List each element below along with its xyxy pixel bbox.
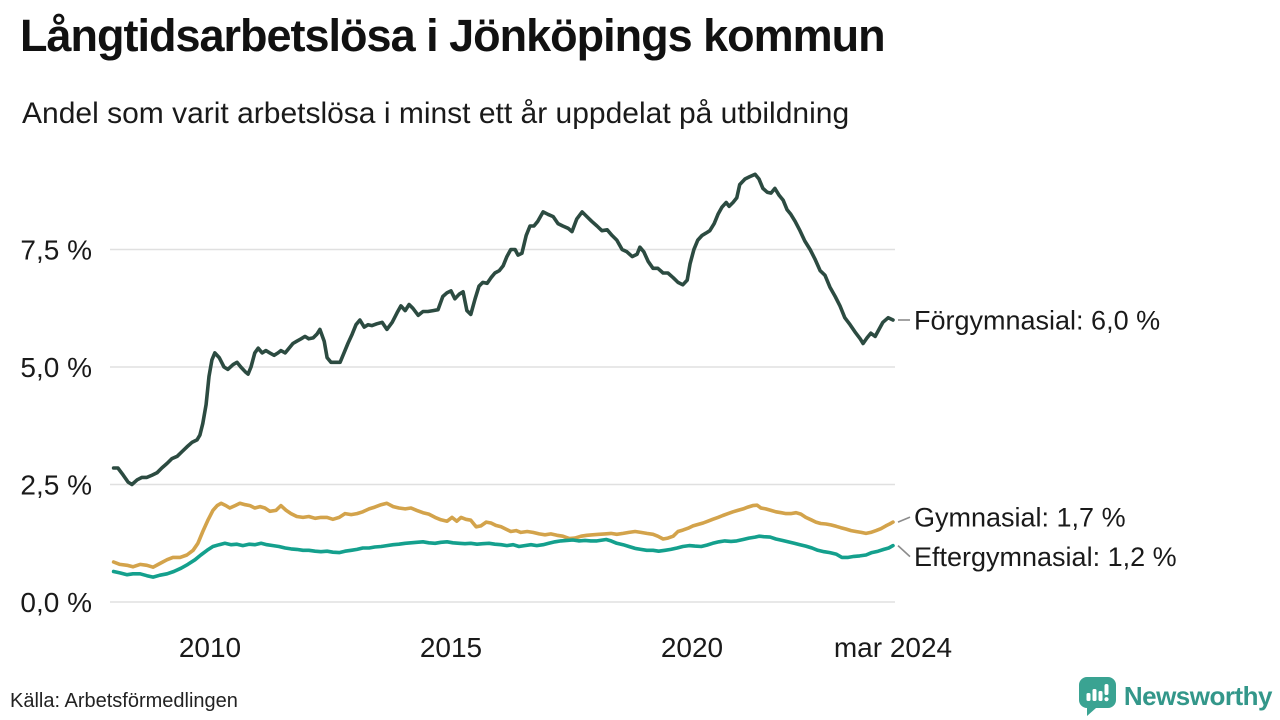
chart-title: Långtidsarbetslösa i Jönköpings kommun	[20, 10, 886, 61]
line-eftergymnasial	[111, 534, 895, 579]
source-note: Källa: Arbetsförmedlingen	[10, 690, 238, 712]
y-tick-label: 0,0 %	[20, 587, 92, 618]
label-connector-gymnasial	[897, 516, 911, 523]
x-tick-label: 2020	[661, 632, 723, 663]
newsworthy-logo-text: Newsworthy	[1123, 681, 1273, 711]
end-label-eftergymnasial: Eftergymnasial: 1,2 %	[914, 542, 1177, 572]
logo-bars-icon	[1086, 684, 1109, 702]
label-connector-eftergymnasial	[897, 545, 911, 558]
x-tick-label: 2015	[420, 632, 482, 663]
end-label-gymnasial: Gymnasial: 1,7 %	[914, 503, 1126, 533]
line-gymnasial	[111, 501, 895, 569]
newsworthy-logo: Newsworthy	[1078, 677, 1273, 716]
logo-bubble	[1078, 677, 1116, 716]
x-tick-label: 2010	[179, 632, 241, 663]
line-forgymnasial	[111, 172, 895, 487]
y-tick-label: 2,5 %	[20, 470, 92, 501]
y-tick-label: 7,5 %	[20, 235, 92, 266]
end-label-forgymnasial: Förgymnasial: 6,0 %	[914, 306, 1160, 336]
y-tick-label: 5,0 %	[20, 352, 92, 383]
x-tick-label: mar 2024	[834, 632, 952, 663]
chart-subtitle: Andel som varit arbetslösa i minst ett å…	[22, 97, 850, 130]
newsworthy-logo-icon	[1078, 677, 1116, 716]
